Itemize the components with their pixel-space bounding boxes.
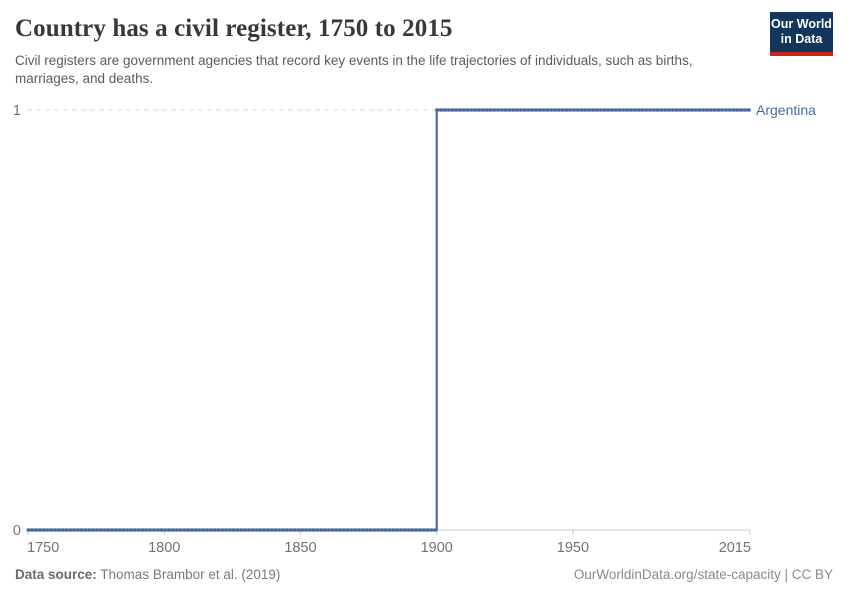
x-tick-1800: 1800 — [148, 540, 180, 556]
x-tick-2015: 2015 — [719, 540, 751, 556]
owid-logo[interactable]: Our World in Data — [770, 12, 833, 56]
data-source: Data source: Thomas Brambor et al. (2019… — [15, 567, 280, 582]
page-title: Country has a civil register, 1750 to 20… — [15, 15, 453, 42]
attribution-link[interactable]: OurWorldinData.org/state-capacity | CC B… — [573, 567, 833, 582]
x-tick-1900: 1900 — [421, 540, 453, 556]
x-tick-1750: 1750 — [27, 540, 59, 556]
owid-logo-line1: Our World — [771, 17, 832, 31]
data-source-value: Thomas Brambor et al. (2019) — [100, 567, 281, 582]
series-line-markers — [26, 108, 752, 532]
x-tick-1950: 1950 — [557, 540, 589, 556]
series-label-argentina[interactable]: Argentina — [756, 102, 816, 118]
chart-subtitle: Civil registers are government agencies … — [15, 53, 693, 86]
x-axis-ticks — [27, 530, 751, 535]
y-tick-0: 0 — [13, 523, 21, 539]
x-tick-1850: 1850 — [284, 540, 316, 556]
data-source-label: Data source: — [15, 567, 97, 582]
y-tick-1: 1 — [13, 103, 21, 119]
footer: Data source: Thomas Brambor et al. (2019… — [0, 567, 850, 582]
owid-logo-line2: in Data — [780, 32, 823, 46]
series-line-argentina[interactable] — [28, 108, 750, 532]
